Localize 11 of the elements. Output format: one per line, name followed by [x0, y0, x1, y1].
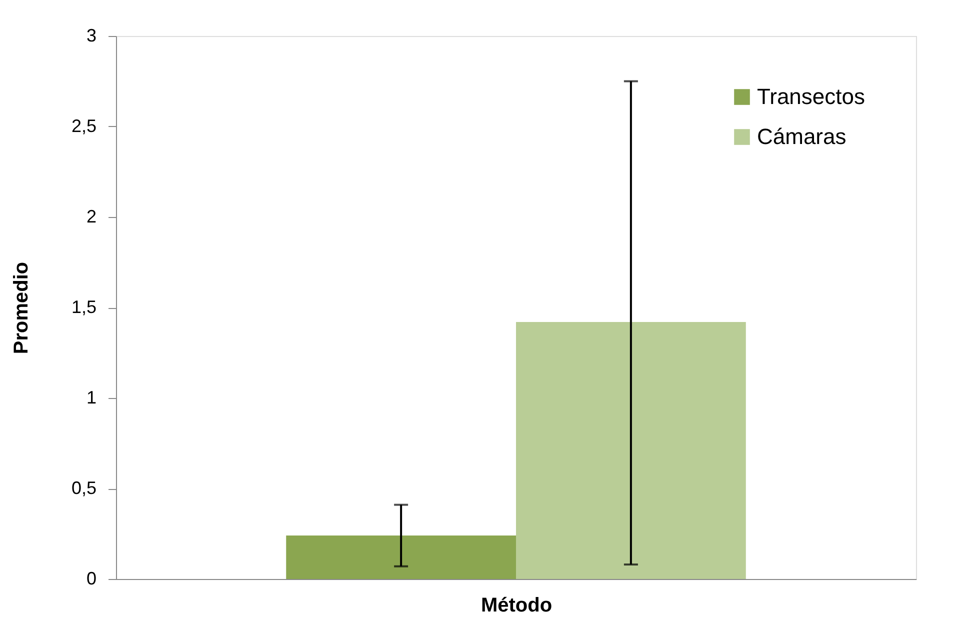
y-tick-label: 1 — [86, 388, 96, 408]
y-tick-label: 1,5 — [71, 297, 96, 317]
y-tick-label: 3 — [86, 26, 96, 46]
y-axis-title: Promedio — [10, 262, 32, 354]
legend-label: Cámaras — [757, 124, 846, 149]
legend-label: Transectos — [757, 84, 866, 109]
y-tick-label: 2,5 — [71, 116, 96, 136]
x-axis-title: Método — [480, 594, 552, 616]
y-tick-label: 0,5 — [71, 478, 96, 498]
y-tick-label: 2 — [86, 206, 96, 226]
y-tick-label: 0 — [86, 568, 96, 588]
